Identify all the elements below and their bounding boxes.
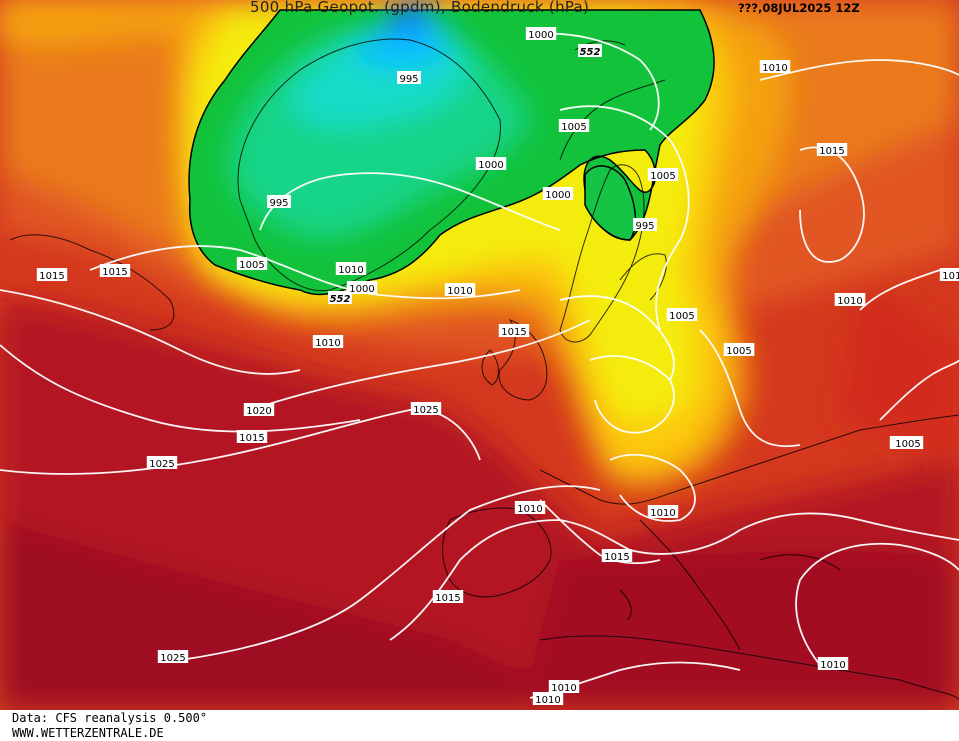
isobar-label: 995: [635, 221, 654, 232]
isobar-label-bg: [578, 44, 602, 57]
isobar-label-bg: [335, 262, 367, 275]
isobar-label: 1015: [39, 271, 64, 282]
pressure-labels: 1000552995101010051015100010059951000101…: [36, 27, 959, 706]
isobars: [0, 32, 959, 699]
map-title: 500 hPa Geopot. (gpdm), Bodendruck (hPa): [250, 0, 590, 16]
isobar-label-bg: [432, 590, 464, 603]
isobar-label: 1020: [246, 406, 271, 417]
isobar-label-bg: [647, 505, 679, 518]
isobar-label-bg: [312, 335, 344, 348]
contour-552-scandinavia: [584, 165, 637, 241]
isobar-label: 1010: [338, 265, 363, 276]
isobar-label: 1010: [551, 683, 576, 694]
isobar-label: 1015: [435, 593, 460, 604]
isobar-label-bg: [532, 692, 564, 705]
isobar-label: 1010: [820, 660, 845, 671]
isobar-label: 1010: [535, 695, 560, 706]
isobar-label-bg: [601, 549, 633, 562]
isobar-label: 1000: [478, 160, 503, 171]
isobar-label-bg: [328, 291, 352, 304]
isobar-label: 1010: [650, 508, 675, 519]
isobar-label: 1015: [942, 271, 959, 282]
isobar-label-bg: [236, 257, 268, 270]
isobar-label: 1015: [819, 146, 844, 157]
isobar-label: 1005: [669, 311, 694, 322]
isobar-label: 1015: [102, 267, 127, 278]
isobar-label-bg: [647, 168, 679, 181]
isobar-label-bg: [243, 403, 275, 416]
geopotential-field: [0, 0, 959, 710]
isobar-label-bg: [548, 680, 580, 693]
isobar-label-bg: [410, 402, 442, 415]
isobar-label-bg: [817, 657, 849, 670]
isobar-label: 552: [580, 47, 601, 58]
isobar-label: 1015: [239, 433, 264, 444]
isobar-label-bg: [444, 283, 476, 296]
isobar-label: 1010: [762, 63, 787, 74]
isobar-label: 1005: [650, 171, 675, 182]
isobar-label-bg: [498, 324, 530, 337]
isobar-label: 1005: [895, 439, 920, 450]
isobar-label: 1025: [413, 405, 438, 416]
isobar-label: 1005: [239, 260, 264, 271]
isobar-label-bg: [157, 650, 189, 663]
valid-time: ???,08JUL2025 12Z: [738, 1, 860, 15]
isobar-label: 1005: [726, 346, 751, 357]
isobar-label-bg: [558, 119, 590, 132]
isobar-label: 995: [269, 198, 288, 209]
isobar-label-bg: [236, 430, 268, 443]
isobar-label: 1010: [837, 296, 862, 307]
isobar-label: 1010: [447, 286, 472, 297]
isobar-label: 1015: [604, 552, 629, 563]
isobar-label-bg: [525, 27, 557, 40]
isobar-label-bg: [892, 436, 924, 449]
isobar-label-bg: [834, 293, 866, 306]
isobar-label-bg: [346, 281, 378, 294]
isobar-label: 1015: [501, 327, 526, 338]
isobar-label-bg: [397, 71, 421, 84]
isobar-label-bg: [542, 187, 574, 200]
isobar-label-bg: [723, 343, 755, 356]
isobar-label: 1000: [528, 30, 553, 41]
isobar-label: 1000: [349, 284, 374, 295]
isobar-label: 1025: [149, 459, 174, 470]
isobar-label-bg: [939, 268, 959, 281]
isobar-label-bg: [146, 456, 178, 469]
isobar-label: 995: [399, 74, 418, 85]
footer-bar: [0, 710, 959, 741]
isobar-label-bg: [633, 218, 657, 231]
isobar-label-bg: [514, 501, 546, 514]
isobar-label-bg: [475, 157, 507, 170]
website-label: WWW.WETTERZENTRALE.DE: [12, 726, 164, 740]
isobar-label-bg: [816, 143, 848, 156]
isobar-label-bg: [666, 308, 698, 321]
isobar-label: 552: [330, 294, 351, 305]
isobar-label-bg: [36, 268, 68, 281]
isobar-label: 1005: [561, 122, 586, 133]
isobar-label-bg: [99, 264, 131, 277]
isobar-label: 1010: [315, 338, 340, 349]
isobar-label-bg: [267, 195, 291, 208]
data-source-label: Data: CFS reanalysis 0.500°: [12, 711, 208, 725]
isobar-label: 1025: [160, 653, 185, 664]
isobar-label-bg: [759, 60, 791, 73]
isobar-label: 1000: [545, 190, 570, 201]
isobar-label: 1010: [517, 504, 542, 515]
